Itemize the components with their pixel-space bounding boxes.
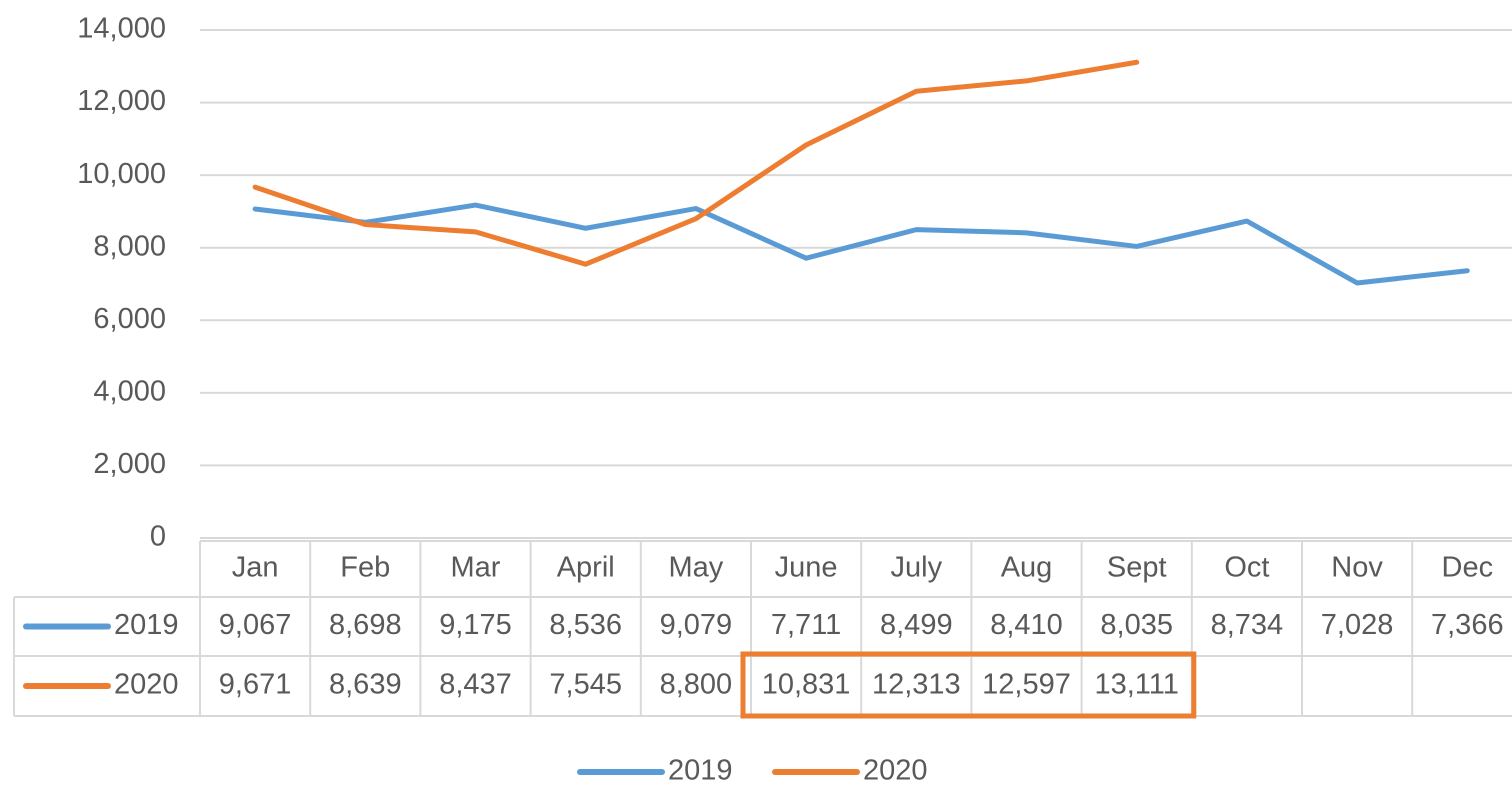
x-tick-label: Nov — [1331, 552, 1383, 584]
data-table-value: 7,028 — [1321, 609, 1394, 641]
x-tick-label: Aug — [1001, 552, 1053, 584]
data-table-value: 9,671 — [219, 669, 292, 701]
series-line — [252, 202, 1470, 286]
data-table-value: 8,499 — [880, 609, 953, 641]
table-series-name: 2020 — [114, 669, 179, 701]
x-tick-label: April — [557, 552, 615, 584]
x-tick-label: June — [775, 552, 838, 584]
data-table-value: 9,067 — [219, 609, 292, 641]
data-table-value: 12,313 — [872, 669, 961, 701]
data-table-value: 8,410 — [990, 609, 1063, 641]
y-tick-label: 6,000 — [93, 303, 166, 335]
data-table-value: 8,639 — [329, 669, 402, 701]
x-tick-label: Mar — [451, 552, 501, 584]
x-tick-label: Oct — [1224, 552, 1269, 584]
data-table-value: 9,175 — [439, 609, 512, 641]
x-tick-label: Feb — [340, 552, 390, 584]
y-tick-label: 14,000 — [77, 13, 166, 45]
data-table-value: 8,698 — [329, 609, 402, 641]
data-table-value: 8,437 — [439, 669, 512, 701]
x-tick-label: Sept — [1107, 552, 1167, 584]
x-tick-label: Dec — [1442, 552, 1494, 584]
y-tick-label: 4,000 — [93, 376, 166, 408]
data-table-value: 13,111 — [1094, 669, 1178, 701]
x-tick-label: May — [669, 552, 724, 584]
y-tick-label: 10,000 — [77, 158, 166, 190]
data-table-value: 8,035 — [1100, 609, 1173, 641]
data-table-value: 10,831 — [762, 669, 851, 701]
data-table-value: 8,734 — [1211, 609, 1284, 641]
data-table-value: 7,711 — [771, 609, 841, 641]
highlight-box — [740, 651, 1197, 719]
series-line — [252, 59, 1140, 267]
y-tick-label: 2,000 — [93, 448, 166, 480]
table-series-name: 2019 — [114, 609, 179, 641]
data-table-value: 12,597 — [982, 669, 1071, 701]
data-table-value: 7,366 — [1431, 609, 1504, 641]
data-table-value: 7,545 — [549, 669, 622, 701]
x-tick-label: July — [891, 552, 943, 584]
y-tick-label: 12,000 — [77, 85, 166, 117]
y-tick-label: 0 — [150, 521, 166, 553]
data-table-value: 8,800 — [660, 669, 733, 701]
x-tick-label: Jan — [232, 552, 279, 584]
legend-label: 2020 — [863, 755, 928, 786]
legend-label: 2019 — [668, 755, 733, 786]
data-table-value: 9,079 — [660, 609, 733, 641]
y-tick-label: 8,000 — [93, 230, 166, 262]
data-table-value: 8,536 — [549, 609, 622, 641]
